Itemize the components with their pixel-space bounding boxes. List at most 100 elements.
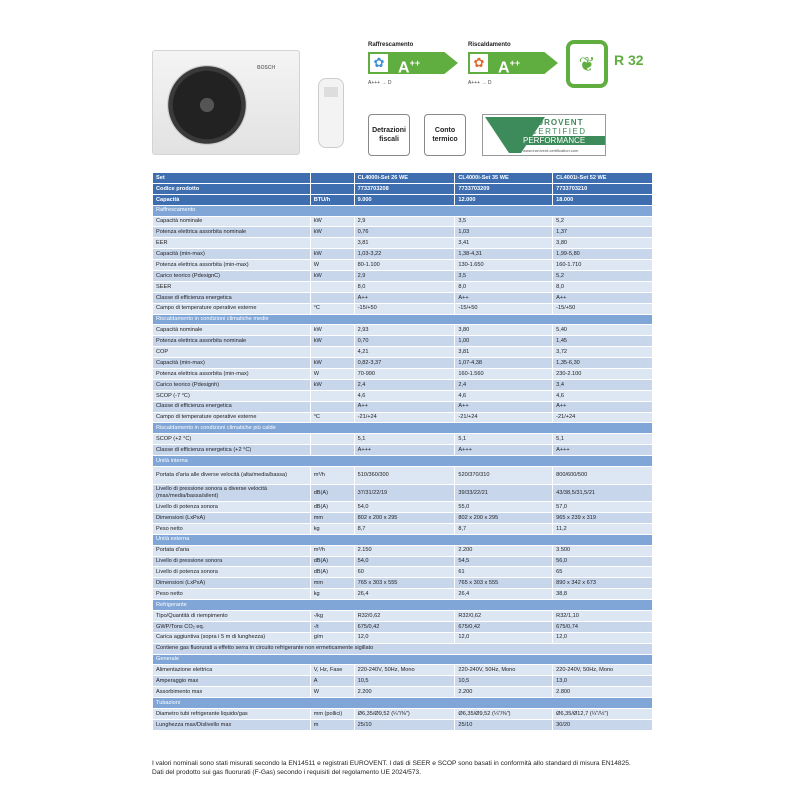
value-cell: 800/600/500 [552, 466, 653, 485]
value-cell: 965 x 239 x 319 [552, 511, 653, 524]
value-cell: 54,5 [454, 555, 554, 568]
value-cell: 4,6 [454, 389, 554, 402]
unit-cell: m [309, 718, 355, 731]
unit-cell: °C [309, 411, 355, 424]
unit-cell: kg [309, 588, 355, 601]
table-row: Amperaggio max A 10,5 10,5 13,0 [152, 675, 653, 688]
value-cell: 5,2 [552, 215, 653, 228]
value-cell: A+++ [353, 444, 456, 457]
unit-cell [309, 182, 355, 195]
label-cell: Peso netto [152, 522, 311, 535]
value-cell: 2,9 [353, 215, 456, 228]
unit-cell [309, 291, 355, 304]
value-cell: 2.200 [454, 544, 554, 557]
unit-cell [309, 389, 355, 402]
label-cell: Dimensioni (LxPxA) [152, 511, 311, 524]
value-cell: 1,35-6,30 [552, 357, 653, 370]
unit-cell: kW [309, 270, 355, 282]
value-cell: 765 x 303 x 555 [353, 577, 456, 590]
label-title: Raffrescamento [368, 42, 414, 48]
label-cell: Campo di temperature operative esterne [152, 302, 311, 315]
unit-cell [309, 400, 355, 413]
unit-cell: kW [309, 324, 355, 337]
unit-cell: mm [309, 577, 355, 590]
value-cell: Ø6,35/Ø9,52 (¼"/⅜") [353, 707, 456, 720]
unit-cell: kW [309, 215, 355, 228]
value-cell: 4,21 [353, 346, 456, 359]
table-row: Peso netto kg 26,4 26,4 38,8 [152, 588, 653, 601]
label-cell: Capacità (min-max) [152, 248, 311, 261]
unit-cell: g/m [309, 631, 355, 644]
value-cell: 2,4 [454, 378, 554, 391]
unit-cell: kW [309, 226, 355, 239]
value-cell: R32/0,62 [454, 609, 554, 622]
value-cell: 65 [552, 566, 653, 579]
value-cell: 38,8 [552, 588, 653, 601]
value-cell: 802 x 200 x 295 [353, 511, 456, 524]
unit-cell: -/t [309, 620, 355, 633]
unit-cell: kg [309, 522, 355, 535]
value-cell: 54,0 [353, 555, 456, 568]
value-cell: 2.200 [454, 686, 554, 699]
table-row: Peso netto kg 8,7 8,7 11,2 [152, 522, 653, 535]
value-cell: 12,0 [454, 631, 554, 644]
unit-cell: W [309, 259, 355, 272]
label-title: Riscaldamento [468, 42, 511, 48]
value-cell: 12.000 [454, 193, 554, 206]
table-row: Livello di potenza sonora dB(A) 54,0 55,0 57… [152, 501, 653, 513]
value-cell: 37/31/22/19 [353, 483, 456, 503]
value-cell: 4,6 [552, 389, 653, 402]
value-cell: -15/+50 [454, 302, 554, 315]
label-cell: Capacità (min-max) [152, 357, 311, 370]
label-cell: Classe di efficienza energetica [152, 291, 311, 304]
value-cell: 890 x 342 x 673 [552, 577, 653, 590]
unit-cell: kW [309, 335, 355, 348]
table-row: Portata d'aria m³/h 2.150 2.200 3.500 [152, 544, 653, 557]
unit-cell: °C [309, 302, 355, 315]
value-cell: 1,99-5,80 [552, 248, 653, 261]
table-row: Capacità nominale kW 2,9 3,5 5,2 [152, 215, 653, 228]
value-cell: 57,0 [552, 501, 653, 513]
unit-cell: W [309, 686, 355, 699]
value-cell: 3,5 [454, 270, 554, 282]
unit-cell: kW [309, 357, 355, 370]
value-cell: A++ [353, 400, 456, 413]
value-cell: 39/33/22/21 [454, 483, 554, 503]
label-cell: Diametro tubi refrigerante liquido/gas [152, 707, 311, 720]
badge-conto-termico: Conto termico [424, 114, 466, 156]
table-row: Livello di pressione sonora dB(A) 54,0 54,5… [152, 555, 653, 568]
label-cell: Campo di temperature operative esterne [152, 411, 311, 424]
table-row: Potenza elettrica assorbita (min-max) W 80… [152, 259, 653, 272]
value-cell: 13,0 [552, 675, 653, 688]
label-cell: Potenza elettrica assorbita nominale [152, 335, 311, 348]
table-row: Assorbimento max W 2.200 2.200 2.800 [152, 686, 653, 699]
value-cell: -21/+24 [353, 411, 456, 424]
label-cell: Tipo/Quantità di riempimento [152, 609, 311, 622]
value-cell: 12,0 [353, 631, 456, 644]
table-row: Potenza elettrica assorbita nominale kW 0,… [152, 335, 653, 348]
value-cell: 2.200 [353, 686, 456, 699]
label-cell: Alimentazione elettrica [152, 664, 311, 677]
table-row: Dimensioni (LxPxA) mm 765 x 303 x 555 765 x… [152, 577, 653, 590]
value-cell: 10,5 [353, 675, 456, 688]
value-cell: 30/20 [552, 718, 653, 731]
value-cell: 5,1 [353, 433, 456, 446]
value-cell: CL4000i-Set 35 WE [454, 172, 554, 184]
unit-cell: mm [309, 511, 355, 524]
value-cell: 8,0 [552, 280, 653, 293]
label-cell: Lunghezza max/Dislivello max [152, 718, 311, 731]
unit-cell [309, 444, 355, 457]
energy-grade: A++ [490, 52, 558, 74]
value-cell: 1,37 [552, 226, 653, 239]
unit-cell: dB(A) [309, 501, 355, 513]
value-cell: 7733703208 [353, 182, 456, 195]
value-cell: -15/+50 [552, 302, 653, 315]
value-cell: A++ [454, 400, 554, 413]
value-cell: 26,4 [353, 588, 456, 601]
value-cell: 80-1.100 [353, 259, 456, 272]
table-row: Capacità nominale kW 2,93 3,80 5,40 [152, 324, 653, 337]
label-cell: Potenza elettrica assorbita (min-max) [152, 368, 311, 380]
refrigerant-label: R 32 [614, 52, 644, 68]
fan-grille [167, 65, 247, 145]
value-cell: 3,80 [454, 324, 554, 337]
